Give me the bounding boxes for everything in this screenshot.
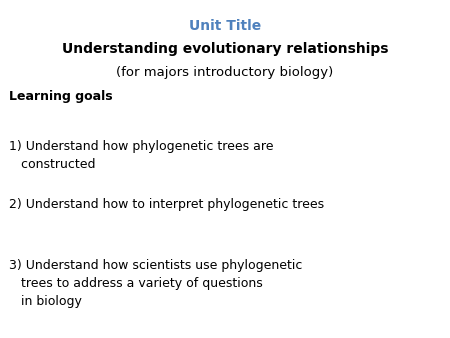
Text: 1) Understand how phylogenetic trees are
   constructed: 1) Understand how phylogenetic trees are… [9, 140, 274, 171]
Text: 3) Understand how scientists use phylogenetic
   trees to address a variety of q: 3) Understand how scientists use phyloge… [9, 259, 302, 308]
Text: Understanding evolutionary relationships: Understanding evolutionary relationships [62, 42, 388, 56]
Text: (for majors introductory biology): (for majors introductory biology) [117, 66, 333, 79]
Text: Unit Title: Unit Title [189, 19, 261, 32]
Text: 2) Understand how to interpret phylogenetic trees: 2) Understand how to interpret phylogene… [9, 198, 324, 211]
Text: Learning goals: Learning goals [9, 90, 112, 102]
